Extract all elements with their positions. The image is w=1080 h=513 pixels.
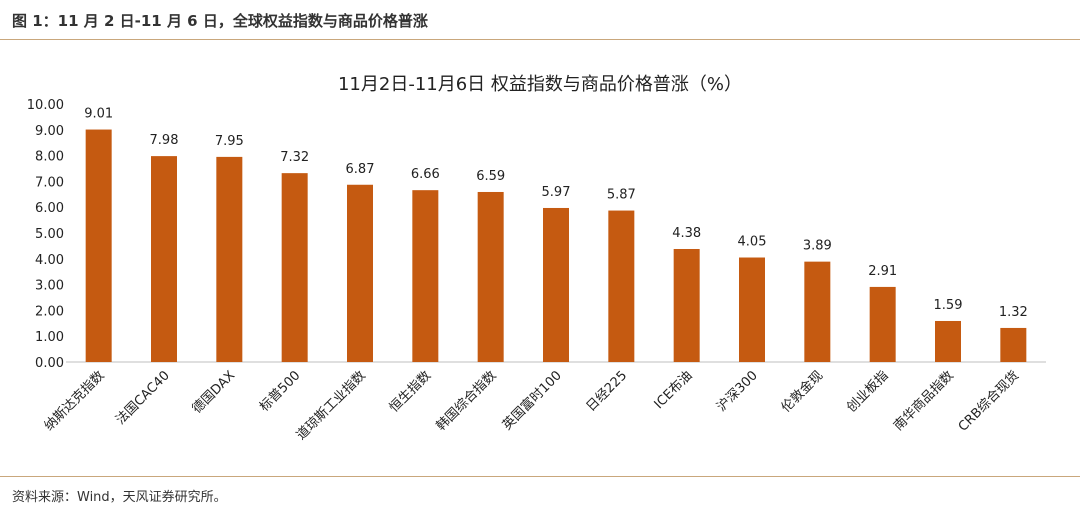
y-tick-label: 1.00 (35, 330, 64, 345)
y-tick-label: 6.00 (35, 201, 64, 216)
x-tick-label: 标普500 (257, 368, 304, 415)
chart-title: 11月2日-11月6日 权益指数与商品价格普涨（%） (338, 74, 742, 95)
x-tick-label: 纳斯达克指数 (42, 368, 108, 434)
data-label: 6.87 (346, 162, 375, 177)
bar (85, 129, 112, 362)
bar (1000, 327, 1027, 362)
bar (804, 261, 831, 362)
y-tick-label: 2.00 (35, 304, 64, 319)
y-tick-label: 3.00 (35, 279, 64, 294)
figure-source: 资料来源：Wind，天风证券研究所。 (12, 490, 227, 505)
figure-footer: 资料来源：Wind，天风证券研究所。 (0, 476, 1080, 513)
x-tick-label: 日经225 (584, 368, 631, 415)
data-label: 7.32 (280, 150, 309, 165)
y-tick-label: 0.00 (35, 356, 64, 371)
x-tick-label: CRB综合现货 (955, 368, 1022, 435)
x-tick-label: 韩国综合指数 (434, 368, 500, 434)
data-label: 5.97 (542, 185, 571, 200)
y-tick-label: 8.00 (35, 150, 64, 165)
x-tick-label: 南华商品指数 (890, 368, 956, 434)
bar (869, 286, 896, 362)
x-tick-label: 创业板指 (844, 368, 891, 415)
y-tick-label: 5.00 (35, 227, 64, 242)
bar (216, 156, 243, 362)
data-label: 9.01 (84, 107, 113, 122)
x-tick-label: 法国CAC40 (113, 368, 173, 428)
bar (151, 156, 177, 362)
bar (281, 173, 308, 362)
bar (739, 257, 765, 362)
bar (347, 184, 373, 362)
x-tick-label: 沪深300 (714, 368, 761, 415)
data-label: 6.59 (476, 169, 505, 184)
data-label: 7.98 (150, 133, 179, 148)
x-tick-label: 道琼斯工业指数 (294, 368, 369, 443)
bar (412, 190, 439, 362)
bar (608, 210, 635, 362)
data-label: 4.05 (738, 235, 767, 250)
bar (543, 207, 569, 362)
data-label: 4.38 (672, 226, 701, 241)
x-tick-label: 德国DAX (190, 368, 239, 417)
bar (935, 320, 961, 362)
data-label: 1.59 (934, 298, 963, 313)
figure-header: 图 1：11 月 2 日-11 月 6 日，全球权益指数与商品价格普涨 (0, 0, 1080, 40)
data-label: 2.91 (868, 264, 897, 279)
y-tick-label: 10.00 (27, 98, 64, 113)
bar (477, 191, 504, 362)
data-label: 1.32 (999, 305, 1028, 320)
data-label: 5.87 (607, 188, 636, 203)
x-tick-label: 恒生指数 (387, 368, 434, 415)
y-tick-label: 9.00 (35, 124, 64, 139)
data-label: 7.95 (215, 134, 244, 149)
x-tick-label: 伦敦金现 (778, 368, 826, 416)
figure-title: 图 1：11 月 2 日-11 月 6 日，全球权益指数与商品价格普涨 (12, 12, 428, 30)
bar (673, 248, 700, 362)
y-tick-label: 4.00 (35, 253, 64, 268)
data-label: 6.66 (411, 167, 440, 182)
y-tick-label: 7.00 (35, 175, 64, 190)
x-tick-label: ICE布油 (652, 368, 696, 412)
data-label: 3.89 (803, 239, 832, 254)
x-tick-label: 英国富时100 (499, 368, 565, 434)
bar-chart: 11月2日-11月6日 权益指数与商品价格普涨（%） 0.00 1.00 2.00 3.… (27, 74, 1046, 443)
